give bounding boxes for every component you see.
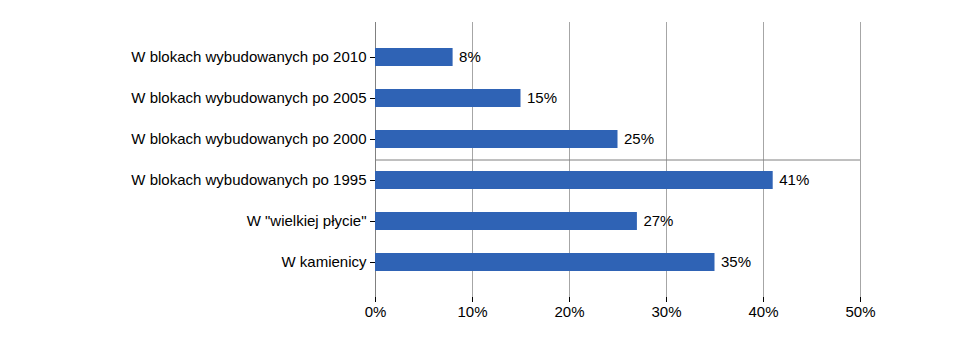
svg-text:50%: 50% bbox=[845, 303, 875, 320]
svg-text:W blokach wybudowanych po 2000: W blokach wybudowanych po 2000 bbox=[131, 130, 366, 147]
svg-text:41%: 41% bbox=[779, 171, 809, 188]
svg-text:W kamienicy: W kamienicy bbox=[281, 253, 367, 270]
svg-text:30%: 30% bbox=[651, 303, 681, 320]
svg-text:15%: 15% bbox=[527, 89, 557, 106]
svg-text:20%: 20% bbox=[554, 303, 584, 320]
svg-text:W blokach wybudowanych po 2005: W blokach wybudowanych po 2005 bbox=[131, 89, 366, 106]
svg-text:W blokach wybudowanych po 2010: W blokach wybudowanych po 2010 bbox=[131, 48, 366, 65]
svg-text:W blokach wybudowanych po 1995: W blokach wybudowanych po 1995 bbox=[131, 171, 366, 188]
svg-text:0%: 0% bbox=[365, 303, 387, 320]
svg-text:10%: 10% bbox=[457, 303, 487, 320]
svg-text:8%: 8% bbox=[459, 48, 481, 65]
svg-text:40%: 40% bbox=[748, 303, 778, 320]
svg-text:35%: 35% bbox=[721, 253, 751, 270]
svg-text:27%: 27% bbox=[643, 212, 673, 229]
svg-text:25%: 25% bbox=[624, 130, 654, 147]
svg-text:W "wielkiej płycie": W "wielkiej płycie" bbox=[247, 212, 367, 229]
